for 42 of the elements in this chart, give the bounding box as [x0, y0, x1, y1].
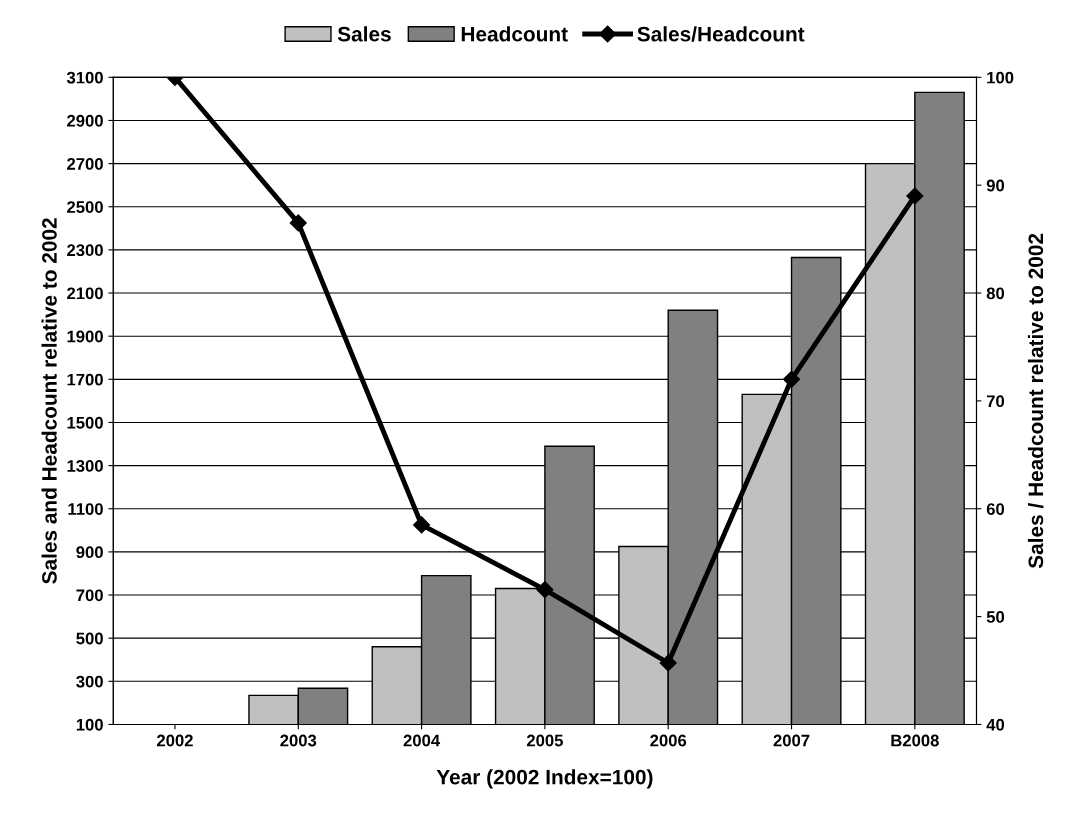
x-tick-label: 2007 [773, 734, 810, 747]
y-tick-label: 1700 [67, 373, 103, 386]
x-tick-label: 2003 [280, 734, 317, 747]
y2-tick-label: 60 [986, 503, 1005, 515]
x-tick-label: 2005 [526, 734, 563, 747]
y-tick-label: 900 [76, 546, 103, 559]
y-tick-label: 1100 [68, 503, 103, 515]
y-tick-label: 500 [76, 632, 103, 645]
x-tick-label: 2002 [156, 734, 193, 747]
y-tick-label: 300 [76, 675, 103, 688]
point [782, 370, 801, 388]
legend-label: Headcount [461, 26, 568, 42]
y2-tick-label: 100 [987, 71, 1014, 84]
x-axis-title: Year (2002 Index=100) [436, 769, 653, 789]
y-axis-title: Sales and Headcount relative to 2002 [41, 218, 57, 584]
x-tick-label: 2006 [650, 734, 687, 747]
y-tick-label: 2700 [67, 158, 103, 170]
point [413, 516, 431, 534]
y-tick-label: 1900 [67, 330, 103, 343]
y-tick-label: 2900 [67, 114, 103, 127]
legend-label: Sales/Headcount [637, 26, 805, 42]
y2-axis-title: Sales / Headcount relative to 2002 [1027, 233, 1044, 569]
y2-tick-label: 40 [986, 718, 1005, 731]
point [289, 214, 307, 232]
y2-tick-label: 50 [986, 611, 1005, 623]
y-tick-label: 100 [76, 718, 103, 731]
legend-label: Sales [337, 26, 391, 42]
x-tick-label: 2004 [403, 734, 441, 747]
y-tick-label: 1300 [67, 460, 103, 472]
y-tick-label: 700 [76, 589, 103, 602]
point [659, 654, 677, 672]
point [906, 187, 924, 205]
point [536, 581, 554, 599]
y-tick-label: 2500 [67, 201, 103, 213]
y2-tick-label: 90 [986, 179, 1005, 192]
y2-tick-label: 80 [986, 287, 1005, 300]
y2-tick-label: 70 [986, 395, 1005, 408]
y-tick-label: 3100 [66, 71, 103, 84]
y-tick-label: 2300 [67, 244, 103, 257]
y-tick-label: 1500 [67, 416, 103, 429]
y-tick-label: 2100 [67, 287, 103, 300]
x-tick-label: B2008 [891, 734, 939, 747]
